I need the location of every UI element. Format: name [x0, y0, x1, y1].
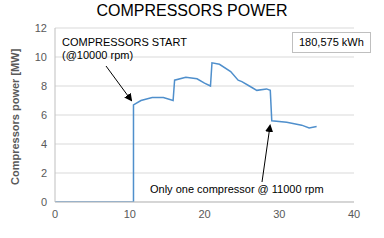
- svg-text:Compressors power [MW]: Compressors power [MW]: [9, 48, 21, 185]
- html-text:COMPRESSORS POWER: COMPRESSORS POWER: [96, 2, 288, 19]
- svg-text:10: 10: [124, 208, 136, 220]
- svg-text:12: 12: [35, 22, 47, 34]
- svg-text:8: 8: [41, 80, 47, 92]
- svg-text:6: 6: [41, 109, 47, 121]
- svg-text:4: 4: [41, 138, 47, 150]
- html-text:Only one compressor @ 11000 rp: Only one compressor @ 11000 rpm: [150, 183, 324, 195]
- svg-text:0: 0: [41, 196, 47, 208]
- html-text:(@10000 rpm): (@10000 rpm): [62, 49, 134, 61]
- svg-text:10: 10: [35, 51, 47, 63]
- svg-text:0: 0: [52, 208, 58, 220]
- svg-text:2: 2: [41, 167, 47, 179]
- svg-text:40: 40: [348, 208, 360, 220]
- svg-text:30: 30: [273, 208, 285, 220]
- html-text:180,575 kWh: 180,575 kWh: [299, 36, 364, 48]
- html-text:COMPRESSORS START: COMPRESSORS START: [62, 36, 187, 48]
- svg-text:20: 20: [198, 208, 210, 220]
